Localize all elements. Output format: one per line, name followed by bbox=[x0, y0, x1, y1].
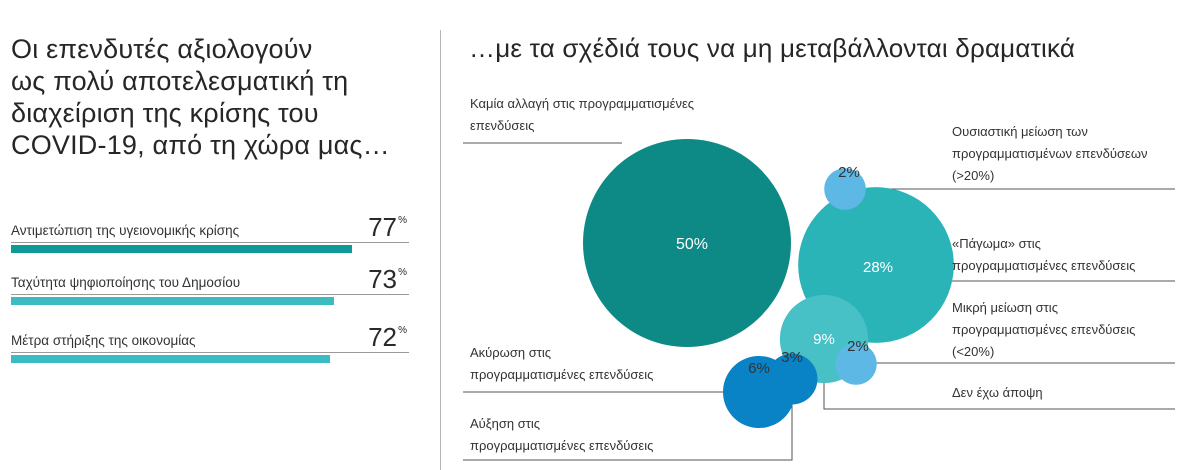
label-increase: Αύξηση στις προγραμματισμένες επενδύσεις bbox=[470, 416, 653, 453]
bar-value-number: 77 bbox=[368, 212, 397, 242]
bubble-value-small-cut: 9% bbox=[813, 331, 835, 348]
bar-label: Μέτρα στήριξης της οικονομίας bbox=[11, 333, 196, 348]
label-cancel: Ακύρωση στις προγραμματισμένες επενδύσεις bbox=[470, 345, 653, 382]
bar-value: 73% bbox=[368, 264, 407, 295]
bar-label: Ταχύτητα ψηφιοποίησης του Δημοσίου bbox=[11, 275, 241, 290]
bubble-value-cancel: 6% bbox=[748, 360, 770, 377]
bar-value-number: 73 bbox=[368, 264, 397, 294]
bar-baseline-rule bbox=[11, 294, 409, 295]
right-panel-title: …με τα σχέδιά τους να μη μεταβάλλονται δ… bbox=[469, 33, 1076, 63]
bubble-no-opinion bbox=[835, 343, 877, 385]
bar-value-unit: % bbox=[398, 325, 407, 336]
bubble-no-change bbox=[583, 139, 791, 347]
bar-value-unit: % bbox=[398, 267, 407, 278]
bar-label: Αντιμετώπιση της υγειονομικής κρίσης bbox=[11, 223, 240, 238]
bubble-increase bbox=[766, 353, 818, 405]
bubble-value-substantial-cut: 2% bbox=[838, 164, 860, 181]
bubble-value-freeze: 28% bbox=[863, 259, 893, 276]
label-freeze: «Πάγωμα» στις προγραμματισμένες επενδύσει… bbox=[952, 236, 1135, 273]
label-small-cut: Μικρή μείωση στις προγραμματισμένες επενδ… bbox=[952, 300, 1135, 359]
label-no-change: Καμία αλλαγή στις προγραμματισμένες επενδ… bbox=[470, 96, 694, 133]
bar-baseline-rule bbox=[11, 352, 409, 353]
bubble-value-increase: 3% bbox=[781, 349, 803, 366]
label-substantial-cut: Ουσιαστική μείωση των προγραμματισμένων ε… bbox=[952, 124, 1147, 183]
bar-value-unit: % bbox=[398, 215, 407, 226]
left-panel-title: Οι επενδυτές αξιολογούν ως πολύ αποτελεσ… bbox=[11, 34, 390, 160]
bar-fill bbox=[11, 297, 335, 305]
bubble-value-no-change: 50% bbox=[676, 236, 708, 253]
panel-divider bbox=[440, 30, 441, 470]
bar-value-number: 72 bbox=[368, 322, 397, 352]
bar-value: 77% bbox=[368, 212, 407, 243]
bar-baseline-rule bbox=[11, 242, 409, 243]
bar-fill bbox=[11, 355, 330, 363]
bar-fill bbox=[11, 245, 352, 253]
label-no-opinion: Δεν έχω άποψη bbox=[952, 385, 1043, 400]
bubble-substantial-cut bbox=[824, 168, 866, 210]
bar-value: 72% bbox=[368, 322, 407, 353]
bubble-value-no-opinion: 2% bbox=[847, 338, 869, 355]
